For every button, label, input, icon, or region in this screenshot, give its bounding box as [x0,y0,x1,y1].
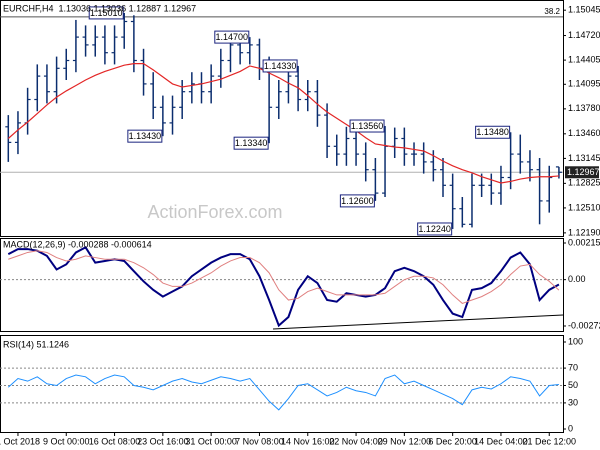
trend-line [272,314,564,330]
y-tick-label: 1.14720 [568,30,600,40]
x-tick-label: 29 Nov 12:00 [378,436,432,446]
annotation-box [214,30,250,44]
annotation-label: 1.14700 [216,32,249,42]
x-tick-label: 21 Dec 12:00 [522,436,576,446]
y-tick-label: -0.002729 [568,320,600,330]
y-tick-label: 0 [568,423,573,433]
y-tick-label: 70 [568,362,578,372]
x-tick-label: 22 Nov 04:00 [329,436,383,446]
annotation-box [88,6,124,20]
y-tick-label: 1.13145 [568,153,600,163]
annotation-label: 1.12600 [341,196,374,206]
series-line [7,246,560,328]
annotation-box [349,119,385,133]
x-tick-label: 7 Nov 08:00 [235,436,284,446]
annotation-box [127,129,163,143]
x-tick-label: 23 Oct 16:00 [137,436,189,446]
y-tick-label: 100 [568,336,583,346]
annotation-label: 1.15010 [90,8,123,18]
y-tick-label: 1.12825 [568,178,600,188]
y-tick-label: 1.12510 [568,202,600,212]
x-tick-label: 9 Oct 00:00 [43,436,90,446]
chart-title: EURCHF,H4 1.13036 1.13036 1.12887 1.1296… [3,3,196,13]
x-tick-label: 14 Dec 04:00 [474,436,528,446]
x-tick-label: 6 Dec 20:00 [428,436,477,446]
annotation-label: 1.13430 [129,131,162,141]
annotation-box [262,59,298,73]
annotation-box [339,194,375,208]
y-tick-label: 1.15045 [568,5,600,15]
y-tick-label: 1.14095 [568,79,600,89]
annotation-box [475,125,511,139]
y-tick-label: 1.12190 [568,227,600,237]
macd-panel [0,238,564,332]
annotation-label: 1.14330 [264,61,297,71]
level-label: 38.2 [544,7,560,16]
annotation-label: 1.12240 [418,224,451,234]
chart-title: RSI(14) 51.1246 [3,339,69,349]
annotation-label: 1.13480 [476,127,509,137]
y-tick-label: 1.14405 [568,54,600,64]
x-tick-label: 16 Oct 08:00 [89,436,141,446]
x-tick-label: 31 Oct 00:00 [185,436,237,446]
annotation-box [233,136,269,150]
annotation-box [417,222,453,236]
y-tick-label: 1.13780 [568,103,600,113]
annotation-label: 1.13340 [235,138,268,148]
last-price-label: 1.12967 [567,167,600,177]
y-tick-label: 0.002157 [568,237,600,247]
y-tick-label: 50 [568,380,578,390]
last-price-box [565,166,599,179]
moving-average [7,63,559,184]
series-line [7,374,559,411]
rsi-panel [0,335,564,433]
annotation-label: 1.13560 [351,121,384,131]
y-tick-label: 0.00 [568,274,586,284]
price-panel [0,0,564,237]
series-line [8,250,560,304]
x-tick-label: 1 Oct 2018 [0,436,40,446]
x-tick-label: 14 Nov 16:00 [281,436,335,446]
watermark: ActionForex.com [147,202,282,222]
y-tick-label: 1.13460 [568,128,600,138]
chart-title: MACD(12,26,9) -0.000288 -0.000614 [3,239,152,249]
y-tick-label: 30 [568,397,578,407]
